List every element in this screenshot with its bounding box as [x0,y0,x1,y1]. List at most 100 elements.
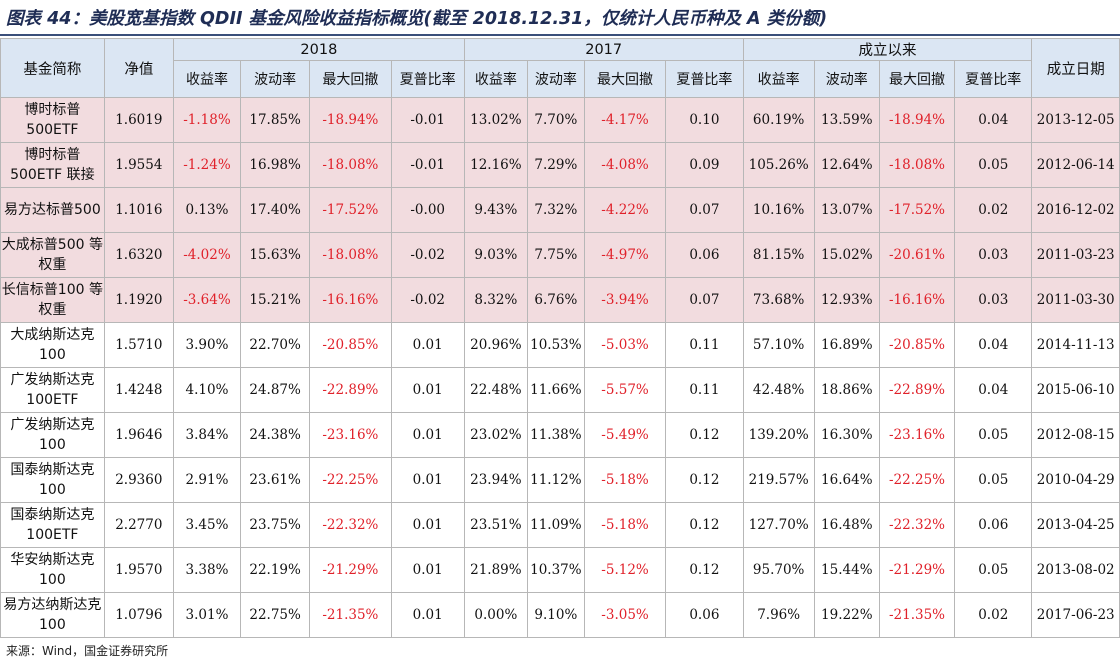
table-row: 大成纳斯达克 100 1.5710 3.90% 22.70% -20.85% 0.01 20… [0,322,1120,368]
metric-cell: -17.52% [878,187,956,233]
metric-cell: 7.70% [526,97,585,143]
table-row: 国泰纳斯达克 100ETF 2.2770 3.45% 23.75% -22.32% 0.0… [0,502,1120,548]
metric-cell: 0.01 [390,592,465,638]
nav-cell: 1.1920 [103,277,174,323]
metric-cell: 22.19% [240,547,311,593]
metric-cell: -5.12% [583,547,667,593]
table-row: 博时标普500ETF 1.6019 -1.18% 17.85% -18.94% -0.01… [0,97,1120,143]
metric-cell: -21.35% [878,592,956,638]
nav-cell: 1.9646 [103,412,174,458]
metric-cell: 12.16% [463,142,528,188]
metric-cell: -1.18% [172,97,242,143]
metric-cell: -21.29% [878,547,956,593]
fund-name-cell: 易方达纳斯达克 100 [0,592,105,638]
qdii-fund-table: 基金简称 净值 2018 2017 成立以来 成立日期 收益率 波动率 最大回撤 夏普… [0,38,1120,638]
metric-cell: 16.64% [813,457,880,503]
header-group-2017: 2017 [463,38,744,61]
metric-cell: 0.12 [665,412,744,458]
inception-date-cell: 2015-06-10 [1031,367,1120,413]
metric-cell: 23.75% [240,502,311,548]
inception-date-cell: 2013-08-02 [1031,547,1120,593]
table-row: 易方达标普500 1.1016 0.13% 17.40% -17.52% -0.00 9.4… [0,187,1120,233]
metric-cell: -22.32% [878,502,956,548]
fund-name-cell: 博时标普500ETF [0,97,105,143]
metric-cell: -5.49% [583,412,667,458]
metric-cell: 0.05 [954,412,1033,458]
metric-cell: 0.03 [954,232,1033,278]
metric-cell: 9.03% [463,232,528,278]
table-row: 广发纳斯达克 100ETF 1.4248 4.10% 24.87% -22.89% 0.0… [0,367,1120,413]
metric-cell: 0.01 [390,367,465,413]
table-title: 图表 44：美股宽基指数 QDII 基金风险收益指标概览(截至 2018.12.… [6,9,828,29]
metric-cell: 16.89% [813,322,880,368]
metric-cell: 10.37% [526,547,585,593]
header-metric-row: 收益率 波动率 最大回撤 夏普比率 收益率 波动率 最大回撤 夏普比率 收益率 波动率 最大回撤 夏普… [1,60,1120,98]
metric-cell: 10.16% [742,187,815,233]
metric-cell: 0.13% [172,187,242,233]
metric-cell: 3.90% [172,322,242,368]
metric-cell: 9.43% [463,187,528,233]
metric-cell: 3.84% [172,412,242,458]
metric-cell: -22.89% [878,367,956,413]
metric-cell: 23.51% [463,502,528,548]
nav-cell: 1.9554 [103,142,174,188]
header-metric-y2018-1: 波动率 [240,60,311,98]
inception-date-cell: 2013-12-05 [1031,97,1120,143]
metric-cell: -4.08% [583,142,667,188]
inception-date-cell: 2010-04-29 [1031,457,1120,503]
metric-cell: 19.22% [813,592,880,638]
header-metric-y2017-0: 收益率 [463,60,528,98]
metric-cell: 0.01 [390,502,465,548]
metric-cell: 7.29% [526,142,585,188]
metric-cell: 0.05 [954,457,1033,503]
metric-cell: 3.01% [172,592,242,638]
metric-cell: 16.48% [813,502,880,548]
metric-cell: -5.57% [583,367,667,413]
metric-cell: 105.26% [742,142,815,188]
metric-cell: 0.04 [954,367,1033,413]
metric-cell: -20.85% [878,322,956,368]
metric-cell: 13.07% [813,187,880,233]
header-metric-since-2: 最大回撤 [878,60,956,98]
metric-cell: 0.09 [665,142,744,188]
header-metric-y2017-3: 夏普比率 [665,60,744,98]
header-metric-y2018-0: 收益率 [172,60,242,98]
header-metric-y2018-3: 夏普比率 [390,60,465,98]
metric-cell: 7.96% [742,592,815,638]
metric-cell: 11.12% [526,457,585,503]
metric-cell: 12.93% [813,277,880,323]
inception-date-cell: 2011-03-23 [1031,232,1120,278]
metric-cell: -16.16% [878,277,956,323]
metric-cell: -22.25% [309,457,392,503]
metric-cell: 7.75% [526,232,585,278]
metric-cell: 0.02 [954,592,1033,638]
metric-cell: 219.57% [742,457,815,503]
header-nav: 净值 [103,38,174,98]
metric-cell: 2.91% [172,457,242,503]
metric-cell: 24.87% [240,367,311,413]
metric-cell: 0.07 [665,187,744,233]
metric-cell: 11.38% [526,412,585,458]
metric-cell: 23.94% [463,457,528,503]
metric-cell: 0.05 [954,547,1033,593]
metric-cell: 8.32% [463,277,528,323]
metric-cell: -5.18% [583,502,667,548]
metric-cell: 0.06 [665,592,744,638]
metric-cell: -5.18% [583,457,667,503]
fund-name-cell: 国泰纳斯达克 100 [0,457,105,503]
metric-cell: 0.12 [665,457,744,503]
metric-cell: -0.00 [390,187,465,233]
metric-cell: -16.16% [309,277,392,323]
nav-cell: 1.9570 [103,547,174,593]
metric-cell: 57.10% [742,322,815,368]
nav-cell: 1.6320 [103,232,174,278]
metric-cell: 20.96% [463,322,528,368]
metric-cell: 0.04 [954,97,1033,143]
metric-cell: 12.64% [813,142,880,188]
table-row: 长信标普100 等权重 1.1920 -3.64% 15.21% -16.16% -0.0… [0,277,1120,323]
metric-cell: 16.98% [240,142,311,188]
metric-cell: -18.08% [878,142,956,188]
metric-cell: -22.32% [309,502,392,548]
table-row: 广发纳斯达克 100 1.9646 3.84% 24.38% -23.16% 0.01 23… [0,412,1120,458]
metric-cell: -18.94% [309,97,392,143]
